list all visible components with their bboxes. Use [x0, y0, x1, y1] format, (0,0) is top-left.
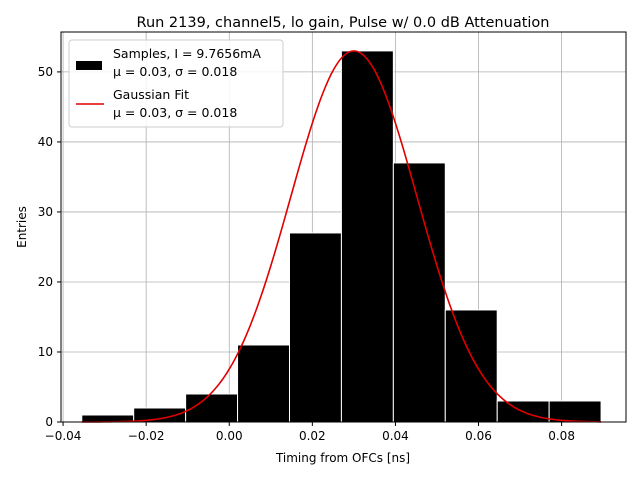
legend-fit-stats: μ = 0.03, σ = 0.018 [113, 105, 237, 120]
x-tick-label: 0.00 [216, 429, 243, 443]
legend-samples-stats: μ = 0.03, σ = 0.018 [113, 64, 237, 79]
legend: Samples, I = 9.7656mA μ = 0.03, σ = 0.01… [68, 39, 284, 128]
gaussian-fit [81, 50, 602, 423]
histogram-bar [444, 309, 498, 423]
chart-title: Run 2139, channel5, lo gain, Pulse w/ 0.… [137, 15, 550, 31]
histogram-bar [392, 162, 446, 423]
x-axis-label: Timing from OFCs [ns] [275, 451, 410, 465]
y-tick-label: 10 [38, 345, 53, 359]
histogram-bar [548, 400, 602, 423]
x-tick-label: 0.04 [382, 429, 409, 443]
plot-frame [60, 31, 627, 423]
x-tick-label: 0.06 [465, 429, 492, 443]
y-tick-label: 0 [45, 415, 53, 429]
y-tick-label: 40 [38, 135, 53, 149]
legend-samples-label: Samples, I = 9.7656mA [113, 46, 261, 61]
y-tick-label: 30 [38, 205, 53, 219]
histogram-bar [340, 50, 394, 423]
x-tick-label: 0.08 [548, 429, 575, 443]
legend-fit-label: Gaussian Fit [113, 87, 189, 102]
gaussian-fit-line [81, 50, 602, 423]
x-tick-label: −0.04 [45, 429, 82, 443]
y-tick-label: 20 [38, 275, 53, 289]
legend-box [68, 39, 284, 128]
x-axis-ticks: −0.04 −0.02 0.00 0.02 0.04 0.06 0.08 [45, 422, 575, 443]
x-tick-label: −0.02 [128, 429, 165, 443]
y-tick-label: 50 [38, 65, 53, 79]
histogram-bar [288, 232, 342, 423]
y-axis-label: Entries [15, 206, 29, 248]
x-tick-label: 0.02 [299, 429, 326, 443]
histogram-bar [237, 344, 290, 423]
y-axis-ticks: 0 10 20 30 40 50 [38, 65, 61, 429]
legend-samples-swatch [76, 61, 102, 70]
